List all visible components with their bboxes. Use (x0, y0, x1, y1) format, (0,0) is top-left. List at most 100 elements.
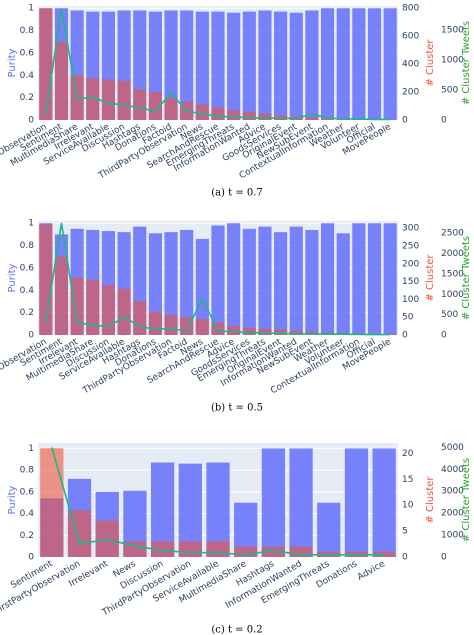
axis-title: # Cluster Tweets (461, 21, 472, 105)
y3-tick-label: 2000 (441, 249, 464, 259)
y-tick-label: 0.2 (20, 531, 34, 541)
bar (320, 118, 335, 120)
bar (352, 8, 366, 121)
bar (101, 79, 116, 120)
y-tick-label: 0.6 (20, 487, 35, 497)
y3-tick-label: 5000 (441, 443, 464, 453)
y3-tick-label: 0 (441, 331, 447, 341)
bar (242, 111, 256, 120)
y2-tick-label: 0 (402, 331, 408, 341)
bar (305, 117, 319, 120)
bar (258, 113, 272, 120)
bar (178, 541, 202, 557)
y-tick-label: 0.8 (20, 26, 35, 36)
y2-tick-label: 250 (402, 241, 419, 251)
y3-tick-label: 4000 (441, 465, 464, 475)
bar (289, 330, 303, 335)
y-tick-label: 0.2 (20, 93, 34, 103)
y-tick-label: 0 (28, 116, 34, 126)
bar (206, 462, 230, 557)
y-tick-label: 0.6 (20, 48, 35, 58)
bar (227, 12, 241, 121)
y2-tick-label: 600 (402, 32, 419, 42)
bar (148, 311, 162, 335)
bar (211, 11, 225, 121)
caption: (a) t = 0.7 (211, 188, 263, 199)
y3-tick-label: 1000 (441, 290, 464, 300)
bar (195, 11, 209, 121)
y-tick-label: 0.4 (20, 286, 35, 296)
y2-tick-label: 10 (402, 501, 414, 511)
line (45, 8, 391, 121)
bar (289, 226, 303, 335)
y3-tick-label: 1500 (441, 26, 464, 36)
y3-tick-label: 0 (441, 116, 447, 126)
line (45, 222, 391, 336)
y2-tick-label: 20 (402, 449, 414, 459)
y-tick-label: 1 (28, 444, 34, 454)
bar (305, 10, 319, 120)
bar (289, 12, 303, 121)
y-tick-label: 0.4 (20, 509, 35, 519)
bar (261, 448, 286, 557)
bar (211, 107, 225, 120)
bar (320, 8, 335, 121)
y2-tick-label: 150 (402, 277, 419, 287)
bar (242, 11, 256, 121)
bar (133, 301, 147, 335)
y3-tick-label: 1000 (441, 56, 464, 66)
bar (39, 224, 53, 335)
bar (367, 8, 382, 121)
axis-title: # Cluster (425, 476, 436, 524)
y2-tick-label: 15 (402, 475, 413, 485)
bar (195, 104, 209, 120)
bar (101, 285, 116, 335)
x-tick-label: Advice (356, 559, 387, 583)
bar (289, 546, 313, 557)
y3-tick-label: 2500 (441, 229, 464, 239)
bar (70, 278, 84, 335)
y2-tick-label: 5 (402, 527, 408, 537)
bar (258, 10, 272, 120)
bar (39, 8, 53, 121)
y3-tick-label: 500 (441, 86, 458, 96)
axis-title: Purity (7, 485, 18, 514)
bar (274, 329, 288, 335)
y2-tick-label: 50 (402, 313, 414, 323)
bar (305, 229, 319, 335)
y-tick-label: 0.2 (20, 308, 34, 318)
bar (164, 97, 178, 120)
y-tick-label: 0.4 (20, 71, 35, 81)
bar (195, 318, 209, 335)
y-tick-label: 0 (28, 553, 34, 563)
y2-tick-label: 100 (402, 295, 419, 305)
axis-title: # Cluster (425, 39, 436, 87)
bar (133, 89, 147, 120)
bar (117, 80, 131, 120)
y3-tick-label: 500 (441, 310, 458, 320)
bar (258, 226, 272, 335)
bar (123, 490, 147, 557)
y2-tick-label: 400 (402, 60, 419, 70)
y2-tick-label: 200 (402, 259, 419, 269)
bar (344, 448, 369, 557)
axis-title: Purity (7, 263, 18, 292)
bar (289, 448, 313, 557)
y-tick-label: 1 (28, 219, 34, 229)
bar (383, 8, 397, 121)
bar (117, 288, 131, 335)
bar (367, 223, 382, 335)
y2-tick-label: 0 (402, 116, 408, 126)
bar (234, 502, 258, 557)
bar (211, 322, 225, 335)
bar (372, 448, 396, 557)
y3-tick-label: 2000 (441, 509, 464, 519)
bar (164, 232, 178, 335)
y-tick-label: 0.8 (20, 241, 35, 251)
axis-title: # Cluster Tweets (461, 236, 472, 320)
bar (150, 541, 175, 557)
bar (227, 110, 241, 120)
y3-tick-label: 1000 (441, 531, 464, 541)
axis-title: Purity (7, 48, 18, 77)
